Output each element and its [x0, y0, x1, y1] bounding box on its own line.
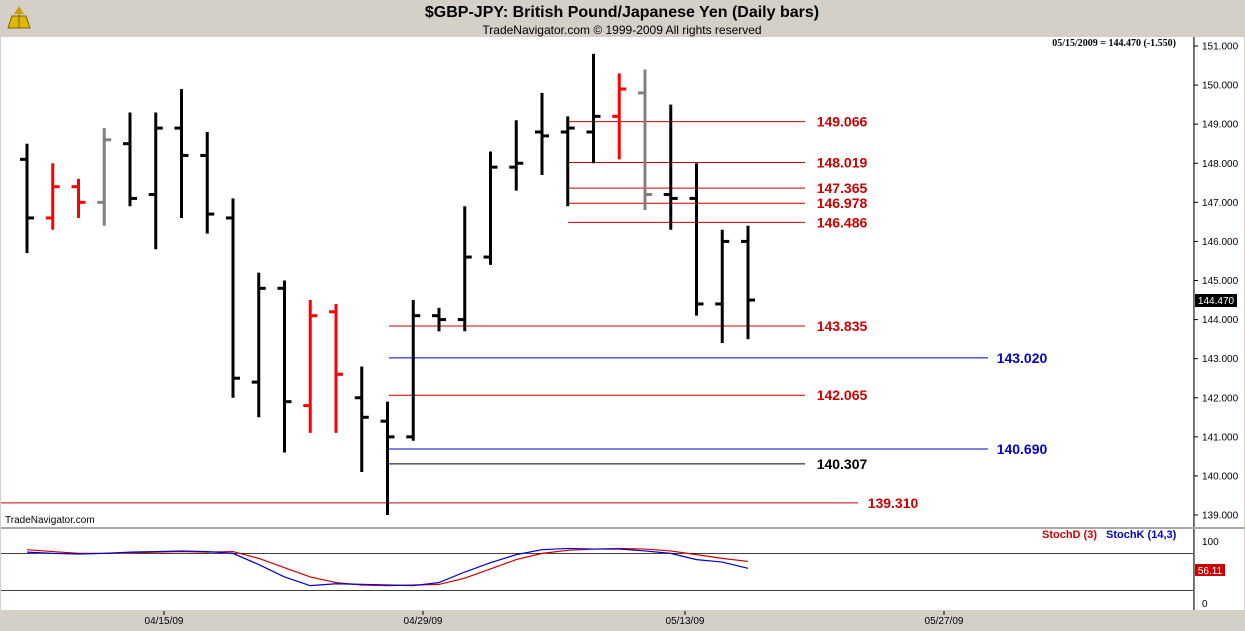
- level-label: 146.978: [817, 195, 868, 211]
- level-label: 139.310: [868, 495, 919, 511]
- date-tick-label: 04/29/09: [404, 616, 443, 627]
- ohlc-bar: [741, 225, 755, 340]
- ohlc-bar: [638, 69, 652, 211]
- price-axis: [1194, 37, 1244, 527]
- ohlc-bar: [663, 104, 678, 230]
- price-axis-ticks: 151.000 150.000 149.000 148.000 147.000 146.0…: [1194, 42, 1239, 522]
- stoch-d-legend: StochD (3): [1042, 529, 1097, 541]
- ohlc-bar: [71, 178, 86, 218]
- ohlc-bar: [586, 53, 601, 164]
- price-tick-label: 145.000: [1202, 276, 1239, 287]
- date-axis-ticks: 04/15/09 04/29/09 05/13/09 05/27/09: [145, 611, 964, 627]
- ohlc-bar: [200, 131, 215, 234]
- ohlc-bar: [20, 143, 34, 254]
- ohlc-bar: [432, 307, 446, 332]
- stochastic-value-marker: 56.11: [1195, 564, 1225, 577]
- ohlc-bar: [380, 401, 395, 515]
- ohlc-bar: [354, 366, 369, 473]
- stochastic-tick-label: 0: [1202, 599, 1208, 610]
- ohlc-bar: [45, 163, 60, 230]
- ohlc-bar: [612, 73, 627, 160]
- price-tick-label: 148.000: [1202, 159, 1239, 170]
- chart-title: $GBP-JPY: British Pound/Japanese Yen (Da…: [425, 4, 819, 21]
- price-tick-label: 143.000: [1202, 354, 1239, 365]
- level-label: 143.835: [817, 318, 868, 334]
- ohlc-bar: [174, 88, 189, 218]
- price-tick-label: 141.000: [1202, 432, 1239, 443]
- stochastic-panel: [1, 529, 1193, 610]
- price-tick-label: 151.000: [1202, 42, 1239, 53]
- ohlc-bar: [715, 229, 730, 344]
- level-label: 143.020: [997, 350, 1048, 366]
- level-label: 140.307: [817, 456, 868, 472]
- ohlc-bar: [277, 280, 292, 453]
- stoch-k-legend: StochK (14,3): [1106, 529, 1177, 541]
- level-label: 148.019: [817, 155, 868, 171]
- stochastic-lines: [26, 547, 749, 587]
- stochastic-series-line: [26, 547, 749, 587]
- level-label: 149.066: [817, 114, 868, 130]
- date-axis: [1, 611, 1244, 630]
- price-tick-label: 140.000: [1202, 471, 1239, 482]
- ohlc-bar: [303, 300, 318, 433]
- trade-navigator-logo-icon: [4, 3, 34, 33]
- last-price-marker: 144.470: [1195, 294, 1237, 307]
- price-info: 05/15/2009 = 144.470 (-1.550): [1052, 38, 1176, 49]
- level-label: 147.365: [817, 180, 868, 196]
- price-tick-label: 147.000: [1202, 198, 1239, 209]
- date-tick-label: 04/15/09: [145, 616, 184, 627]
- ohlc-bars: [20, 53, 755, 515]
- ohlc-bar: [483, 151, 498, 265]
- ohlc-bar: [406, 300, 421, 441]
- price-tick-label: 149.000: [1202, 120, 1239, 131]
- last-price-label: 144.470: [1198, 296, 1235, 307]
- stochastic-series-line: [26, 547, 749, 587]
- ohlc-bar: [329, 303, 343, 433]
- price-tick-label: 150.000: [1202, 81, 1239, 92]
- ohlc-bar: [251, 272, 266, 418]
- price-tick-label: 146.000: [1202, 237, 1239, 248]
- date-tick-label: 05/27/09: [925, 616, 964, 627]
- ohlc-bar: [226, 198, 240, 398]
- ohlc-bar: [560, 116, 575, 207]
- ohlc-bar: [689, 163, 704, 316]
- price-tick-label: 144.000: [1202, 315, 1239, 326]
- stochastic-value-label: 56.11: [1198, 566, 1223, 577]
- level-label: 146.486: [817, 214, 868, 230]
- date-tick-label: 05/13/09: [666, 616, 705, 627]
- ohlc-bar: [457, 206, 472, 332]
- ohlc-bar: [535, 92, 549, 175]
- price-panel: [1, 37, 1193, 527]
- ohlc-bar: [123, 112, 137, 207]
- stochastic-tick-label: 100: [1202, 537, 1219, 548]
- ohlc-bar: [148, 112, 163, 250]
- level-label: 142.065: [817, 387, 868, 403]
- price-tick-label: 142.000: [1202, 393, 1239, 404]
- ohlc-bar: [97, 128, 112, 226]
- chart-subtitle: TradeNavigator.com © 1999-2009 All right…: [482, 23, 761, 37]
- watermark: TradeNavigator.com: [5, 515, 95, 526]
- ohlc-bar: [509, 120, 524, 191]
- level-label: 140.690: [997, 441, 1048, 457]
- price-tick-label: 139.000: [1202, 511, 1239, 522]
